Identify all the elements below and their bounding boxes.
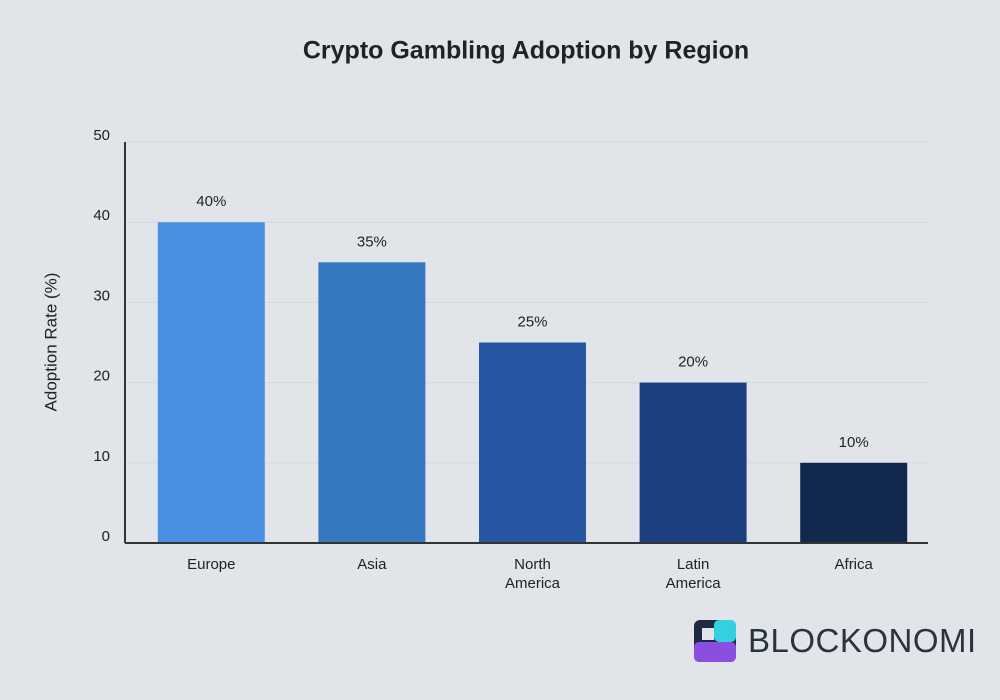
bar (318, 262, 426, 543)
y-tick-label: 50 (93, 127, 110, 144)
value-label: 40% (196, 193, 226, 210)
y-tick-label: 20 (93, 368, 110, 385)
x-tick-label: Latin America (665, 556, 721, 592)
y-tick-label: 30 (93, 287, 110, 304)
value-label: 35% (357, 233, 387, 250)
value-label: 10% (839, 434, 869, 451)
x-tick-label: Asia (357, 556, 387, 573)
value-label: 20% (678, 354, 708, 371)
bar (800, 462, 908, 543)
x-tick-label: Europe (187, 556, 236, 573)
chart-title: Crypto Gambling Adoption by Region (303, 37, 749, 65)
y-tick-label: 10 (93, 448, 110, 465)
x-tick-label: Africa (834, 556, 873, 573)
y-tick-label: 40 (93, 207, 110, 224)
y-tick-label: 0 (102, 528, 110, 545)
value-label: 25% (517, 313, 547, 330)
bar (157, 222, 265, 543)
bar (479, 342, 586, 543)
bar (639, 382, 747, 543)
y-axis-label: Adoption Rate (%) (41, 273, 60, 412)
x-tick-label: North America (504, 556, 560, 592)
logo-text: BLOCKONOMI (748, 622, 977, 659)
logo-icon (694, 620, 736, 662)
